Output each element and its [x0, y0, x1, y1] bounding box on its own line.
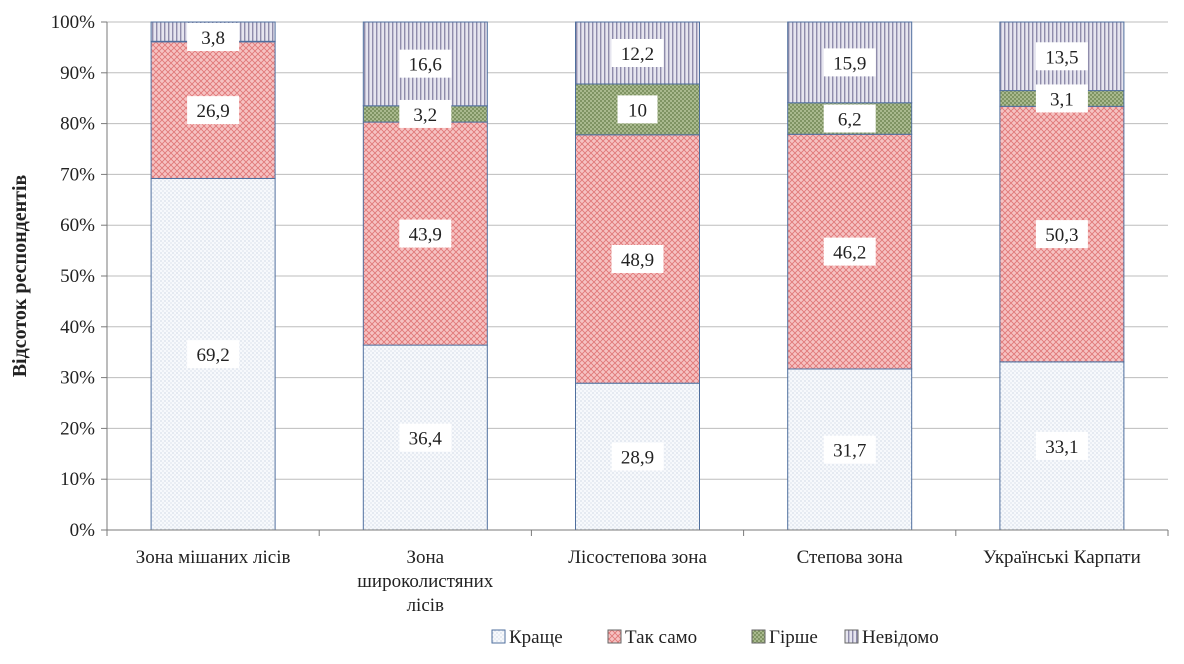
- data-label: 46,2: [833, 243, 866, 264]
- data-label-box: [1035, 220, 1088, 249]
- y-tick-label: 20%: [60, 418, 95, 439]
- axes: [106, 22, 1169, 536]
- y-tick-label: 40%: [60, 317, 95, 338]
- legend-swatch: [844, 629, 859, 644]
- data-label-box: [823, 104, 876, 133]
- x-category-label: широколистяних: [357, 571, 494, 592]
- data-label-box: [399, 49, 452, 78]
- bars: 69,2 26,9 3,8 36,4 43,9 3,2 16,6 28,9 48,9 10 12,2…: [150, 21, 1125, 531]
- data-label-box: [399, 219, 452, 248]
- data-label-box: [611, 442, 664, 471]
- data-label: 3,1: [1050, 89, 1074, 110]
- y-tick-label: 100%: [51, 12, 96, 33]
- x-category-label: Лісостепова зона: [568, 547, 707, 568]
- bar-stack: 28,9 48,9 10 12,2: [575, 21, 700, 531]
- data-label-box: [187, 96, 240, 125]
- legend-label: Невідомо: [862, 627, 939, 648]
- y-tick-label: 80%: [60, 114, 95, 135]
- x-category-label: Українські Карпати: [983, 547, 1141, 568]
- data-label: 10: [628, 100, 647, 121]
- data-label-box: [617, 95, 658, 124]
- bar-stack: 69,2 26,9 3,8: [150, 21, 276, 531]
- legend: Краще Так само Гірше Невідомо: [491, 627, 939, 648]
- data-label: 50,3: [1045, 225, 1078, 246]
- y-axis-label-group: Відсоток респондентів: [9, 175, 31, 378]
- data-label-box: [611, 244, 664, 273]
- data-label: 26,9: [196, 101, 229, 122]
- bar-stack: 33,1 50,3 3,1 13,5: [999, 21, 1125, 531]
- data-label: 12,2: [621, 44, 654, 65]
- x-category-label: Степова зона: [797, 547, 904, 568]
- y-tick-label: 10%: [60, 469, 95, 490]
- data-label: 16,6: [409, 55, 442, 76]
- bar-segment: [150, 41, 276, 179]
- data-label-box: [1035, 84, 1088, 113]
- y-tick-label: 50%: [60, 266, 95, 287]
- bar-stack: 36,4 43,9 3,2 16,6: [362, 21, 488, 531]
- data-label: 33,1: [1045, 437, 1078, 458]
- data-label: 3,8: [201, 28, 225, 49]
- data-label-box: [187, 340, 240, 369]
- data-label: 31,7: [833, 440, 866, 461]
- legend-swatch: [607, 629, 622, 644]
- y-tick-label: 0%: [70, 520, 96, 541]
- data-label-box: [823, 48, 876, 77]
- legend-label: Краще: [509, 627, 563, 648]
- legend-label: Так само: [625, 627, 697, 648]
- y-axis-label: Відсоток респондентів: [9, 175, 31, 378]
- data-label-box: [399, 423, 452, 452]
- y-tick-label: 70%: [60, 164, 95, 185]
- x-category-label: Зона мішаних лісів: [136, 547, 291, 568]
- data-label-box: [399, 99, 452, 128]
- data-label-box: [823, 237, 876, 266]
- bar-segment: [575, 382, 700, 531]
- data-label: 28,9: [621, 448, 654, 469]
- data-label: 6,2: [838, 110, 862, 131]
- data-label-box: [1035, 431, 1088, 460]
- y-axis-ticks: 0% 10% 20% 30% 40% 50% 60% 70% 80% 90% 100%: [51, 12, 107, 541]
- y-tick-label: 60%: [60, 215, 95, 236]
- legend-label: Гірше: [769, 627, 818, 648]
- data-label-box: [611, 38, 664, 67]
- data-label: 43,9: [409, 225, 442, 246]
- data-label: 3,2: [413, 105, 437, 126]
- x-axis-categories: Зона мішаних лісів Зона широколистяних лісі…: [136, 547, 1141, 616]
- legend-swatch: [491, 629, 506, 644]
- y-tick-label: 90%: [60, 63, 95, 84]
- x-category-label: лісів: [407, 595, 444, 616]
- bar-stack: 31,7 46,2 6,2 15,9: [787, 21, 913, 531]
- data-label: 48,9: [621, 250, 654, 271]
- data-label: 15,9: [833, 53, 866, 74]
- data-label-box: [187, 23, 240, 51]
- data-label-box: [823, 435, 876, 464]
- data-label: 36,4: [409, 429, 443, 450]
- data-label-box: [1035, 42, 1088, 71]
- legend-swatch: [751, 629, 766, 644]
- x-category-label: Зона: [406, 547, 444, 568]
- y-tick-label: 30%: [60, 368, 95, 389]
- data-label: 69,2: [196, 345, 229, 366]
- data-label: 13,5: [1045, 47, 1078, 68]
